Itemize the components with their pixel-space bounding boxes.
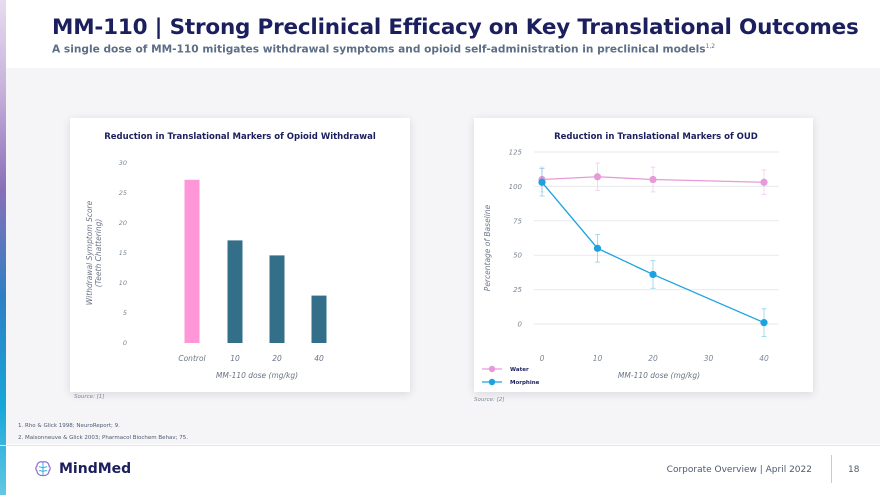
x-tick-label: 20	[272, 354, 282, 363]
water-point	[593, 173, 602, 181]
y-tick-label: 0	[518, 321, 523, 329]
x-tick-label: 40	[759, 354, 769, 363]
y-tick-label: 25	[513, 286, 522, 294]
withdrawal-bar-chart: Reduction in Translational Markers of Op…	[85, 132, 376, 380]
y-tick-label: 100	[509, 183, 523, 191]
withdrawal-chart-panel: Reduction in Translational Markers of Op…	[70, 118, 410, 392]
morphine-legend-label: Morphine	[510, 380, 540, 386]
y-axis-label-line: Withdrawal Symptom Score	[85, 200, 94, 305]
y-axis-label-line: (Teeth Chattering)	[94, 219, 103, 288]
subtitle-superscript: 1,2	[705, 43, 716, 50]
bar-20	[269, 255, 285, 343]
y-tick-label: 30	[119, 159, 127, 167]
water-point	[649, 175, 657, 184]
footnote-1: 1. Rho & Glick 1998; NeuroReport; 9.	[18, 423, 120, 429]
brain-icon	[35, 461, 51, 477]
morphine-point	[760, 319, 768, 327]
y-axis-label: Withdrawal Symptom Score(Teeth Chatterin…	[85, 200, 103, 305]
page-number: 18	[848, 465, 860, 475]
water-legend-marker	[488, 365, 496, 373]
brand-logo: MindMed	[34, 460, 131, 478]
y-axis-label: Percentage of Baseline	[483, 204, 492, 291]
morphine-series-line	[541, 181, 765, 324]
y-tick-label: 75	[513, 217, 522, 225]
x-tick-label: 20	[648, 354, 658, 363]
y-tick-label: 10	[119, 279, 127, 287]
x-tick-label: 10	[230, 354, 240, 363]
x-tick-label: Control	[178, 354, 206, 363]
oud-chart-source: Source: [2]	[474, 397, 505, 403]
slide-subtitle: A single dose of MM-110 mitigates withdr…	[52, 43, 872, 56]
subtitle-text: A single dose of MM-110 mitigates withdr…	[52, 43, 706, 56]
water-series-line	[541, 176, 765, 183]
morphine-point	[593, 244, 602, 252]
y-tick-label: 125	[509, 149, 523, 157]
accent-bar	[0, 0, 6, 495]
morphine-point	[538, 178, 546, 186]
x-tick-label: 0	[540, 354, 545, 363]
morphine-legend-marker	[488, 378, 496, 386]
footnote-2: 2. Maisonneuve & Glick 2003; Pharmacol B…	[18, 435, 189, 441]
y-tick-label: 5	[123, 309, 127, 317]
x-axis-label: MM-110 dose (mg/kg)	[216, 371, 298, 380]
footer-text: Corporate Overview | April 2022	[666, 465, 812, 475]
y-tick-label: 0	[123, 339, 127, 347]
x-axis-label: MM-110 dose (mg/kg)	[618, 371, 700, 380]
footer-vertical-divider	[831, 455, 832, 483]
water-point	[760, 178, 768, 186]
oud-line-chart: Reduction in Translational Markers of OU…	[482, 132, 779, 386]
y-tick-label: 15	[119, 249, 127, 257]
slide-title: MM-110 | Strong Preclinical Efficacy on …	[52, 15, 859, 40]
y-tick-label: 25	[119, 189, 127, 197]
chart-title: Reduction in Translational Markers of OU…	[554, 132, 758, 142]
x-tick-label: 10	[593, 354, 603, 363]
bar-Control	[184, 179, 200, 343]
withdrawal-chart-source: Source: [1]	[74, 394, 105, 400]
y-tick-label: 50	[513, 252, 522, 260]
chart-title: Reduction in Translational Markers of Op…	[104, 132, 376, 142]
x-tick-label: 30	[704, 354, 714, 363]
y-tick-label: 20	[119, 219, 127, 227]
brand-name: MindMed	[59, 461, 132, 477]
morphine-point	[649, 270, 657, 279]
footer-divider-line	[0, 445, 880, 446]
bar-40	[311, 295, 327, 343]
x-tick-label: 40	[314, 354, 324, 363]
footnotes: 1. Rho & Glick 1998; NeuroReport; 9. 2. …	[18, 420, 188, 444]
water-legend-label: Water	[510, 367, 529, 373]
oud-chart-panel: Reduction in Translational Markers of OU…	[474, 118, 813, 392]
bar-10	[227, 240, 243, 343]
